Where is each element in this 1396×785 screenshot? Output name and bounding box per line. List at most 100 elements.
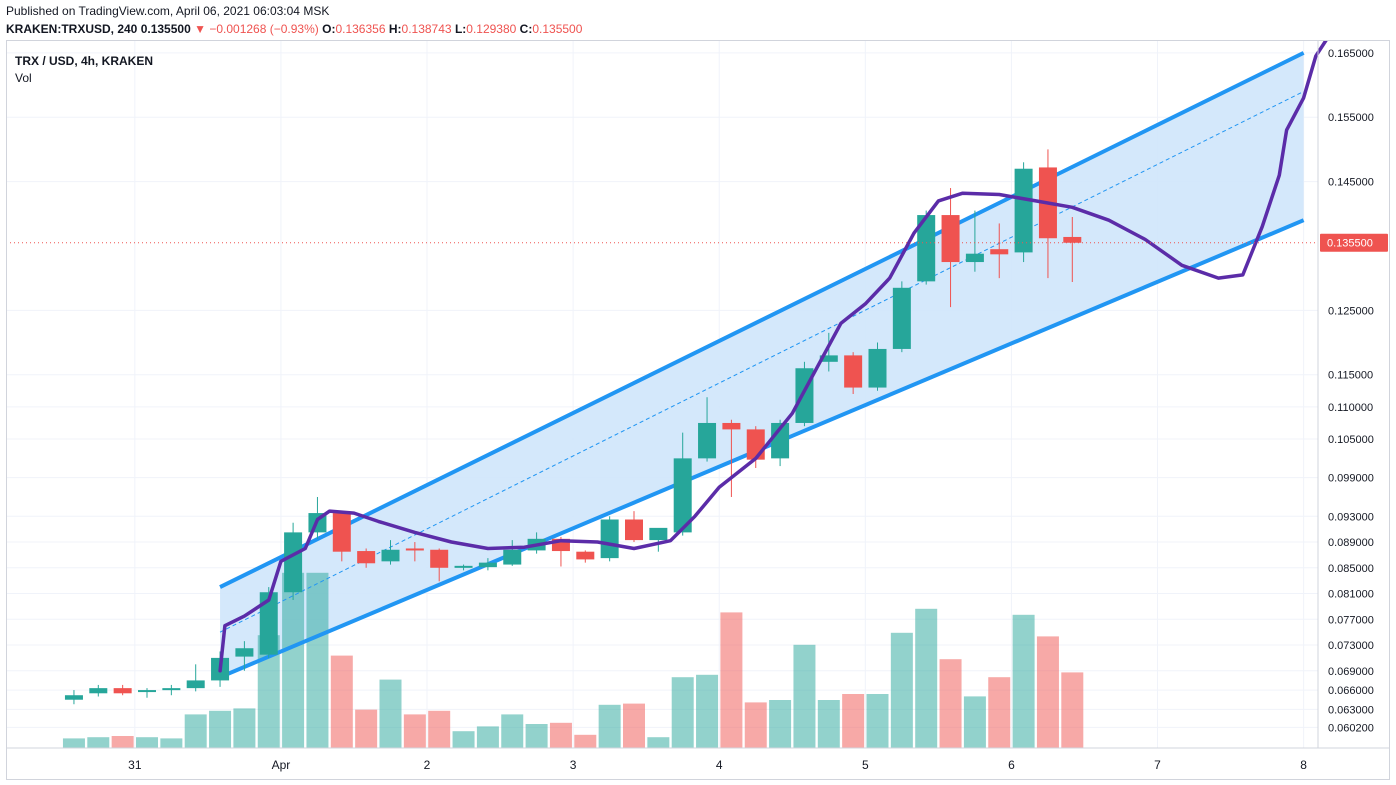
- y-tick-label: 0.077000: [1328, 614, 1374, 626]
- volume-bar: [330, 655, 353, 748]
- close-label: C:: [519, 22, 533, 36]
- volume-bar: [379, 679, 402, 748]
- volume-bar: [428, 710, 451, 748]
- candle-body: [430, 549, 449, 568]
- volume-bar: [817, 700, 840, 748]
- volume-bar: [963, 696, 986, 748]
- y-tick-label: 0.069000: [1328, 666, 1374, 678]
- candle-body: [235, 648, 254, 657]
- candle-body: [600, 519, 619, 559]
- price-tag-label: 0.135500: [1327, 238, 1373, 250]
- candle-body: [259, 592, 278, 655]
- last-price: 0.135500: [140, 22, 191, 36]
- x-tick-label: 7: [1154, 758, 1161, 772]
- symbol-label: KRAKEN:TRXUSD, 240: [6, 22, 138, 36]
- x-tick-label: 5: [862, 758, 869, 772]
- candle-body: [162, 688, 181, 691]
- volume-bar: [525, 724, 548, 748]
- candle-body: [965, 253, 984, 263]
- candle-body: [357, 551, 376, 564]
- volume-bar: [87, 737, 110, 748]
- y-tick-label: 0.089000: [1328, 537, 1374, 549]
- close-value: 0.135500: [532, 22, 583, 36]
- change-value: −0.001268 (−0.93%): [209, 22, 319, 36]
- volume-bar: [890, 632, 913, 748]
- y-tick-label: 0.155000: [1328, 112, 1374, 124]
- candle-body: [941, 215, 960, 263]
- y-tick-label: 0.099000: [1328, 473, 1374, 485]
- y-tick-label: 0.165000: [1328, 48, 1374, 60]
- volume-bar: [306, 572, 329, 748]
- volume-bar: [744, 702, 767, 748]
- price-tag-bg: [1320, 233, 1388, 252]
- candle-body: [381, 549, 400, 562]
- volume-bar: [476, 726, 499, 748]
- chart-legend: TRX / USD, 4h, KRAKEN Vol: [15, 53, 153, 87]
- candle-body: [819, 355, 838, 362]
- volume-bar: [720, 612, 743, 748]
- candle-body: [649, 527, 668, 541]
- volume-bar: [915, 608, 938, 748]
- volume-bar: [647, 737, 670, 748]
- volume-bar: [696, 674, 719, 748]
- price-chart[interactable]: 0.165000 0.155000 0.145000 0.125000 0.115000…: [6, 31, 1390, 780]
- chart-frame: [6, 40, 1390, 780]
- volume-bar: [988, 677, 1011, 748]
- volume-bar: [866, 694, 889, 748]
- volume-bar: [793, 644, 816, 748]
- y-tick-label: 0.125000: [1328, 305, 1374, 317]
- candle-body: [1063, 236, 1082, 243]
- x-tick-label: 3: [570, 758, 577, 772]
- volume-bar: [623, 703, 645, 748]
- candle-body: [89, 688, 108, 694]
- volume-bar: [939, 659, 962, 748]
- y-tick-label: 0.066000: [1328, 685, 1374, 697]
- candle-body: [138, 690, 156, 693]
- volume-bar: [574, 734, 597, 748]
- candle-body: [113, 688, 132, 694]
- published-caption: Published on TradingView.com, April 06, …: [6, 4, 330, 18]
- channel-upper-line: [219, 51, 1305, 589]
- volume-bar: [452, 731, 475, 748]
- volume-bar: [671, 677, 694, 748]
- high-label: H:: [388, 22, 402, 36]
- candle-body: [868, 348, 887, 388]
- candle-body: [698, 422, 717, 459]
- low-value: 0.129380: [466, 22, 517, 36]
- candle-body: [284, 532, 303, 593]
- volume-bar: [209, 710, 232, 748]
- volume-bar: [282, 572, 305, 748]
- chart-area[interactable]: 0.165000 0.155000 0.145000 0.125000 0.115000…: [6, 31, 1390, 780]
- volume-bar: [842, 694, 865, 748]
- volume-bar: [355, 709, 378, 748]
- candle-body: [186, 680, 205, 689]
- volume-bar: [501, 714, 524, 748]
- volume-bar: [549, 722, 572, 748]
- candle-body: [405, 548, 424, 551]
- y-tick-label: 0.060200: [1328, 722, 1374, 734]
- y-tick-label: 0.145000: [1328, 177, 1374, 189]
- x-tick-label: 31: [128, 758, 142, 772]
- channel-mid-line: [219, 91, 1304, 633]
- y-tick-label: 0.115000: [1328, 370, 1373, 382]
- channel-fill: [220, 52, 1304, 678]
- legend-volume: Vol: [15, 71, 32, 85]
- high-value: 0.138743: [401, 22, 452, 36]
- volume-bar: [233, 708, 256, 748]
- candle-body: [722, 422, 741, 430]
- y-tick-label: 0.110000: [1328, 402, 1373, 414]
- x-tick-label: 6: [1008, 758, 1015, 772]
- candle-body: [892, 287, 911, 349]
- x-tick-label: 8: [1300, 758, 1307, 772]
- volume-bar: [1012, 614, 1035, 748]
- volume-bar: [160, 738, 183, 748]
- legend-title: TRX / USD, 4h, KRAKEN: [15, 54, 154, 68]
- candle-body: [625, 519, 643, 541]
- volume-bar: [403, 714, 426, 748]
- volume-bar: [598, 704, 621, 748]
- open-value: 0.136356: [335, 22, 386, 36]
- y-tick-label: 0.093000: [1328, 511, 1374, 523]
- ohlc-header: KRAKEN:TRXUSD, 240 0.135500 ▼ −0.001268 …: [6, 22, 582, 36]
- volume-bar: [62, 738, 85, 748]
- y-tick-label: 0.105000: [1328, 434, 1374, 446]
